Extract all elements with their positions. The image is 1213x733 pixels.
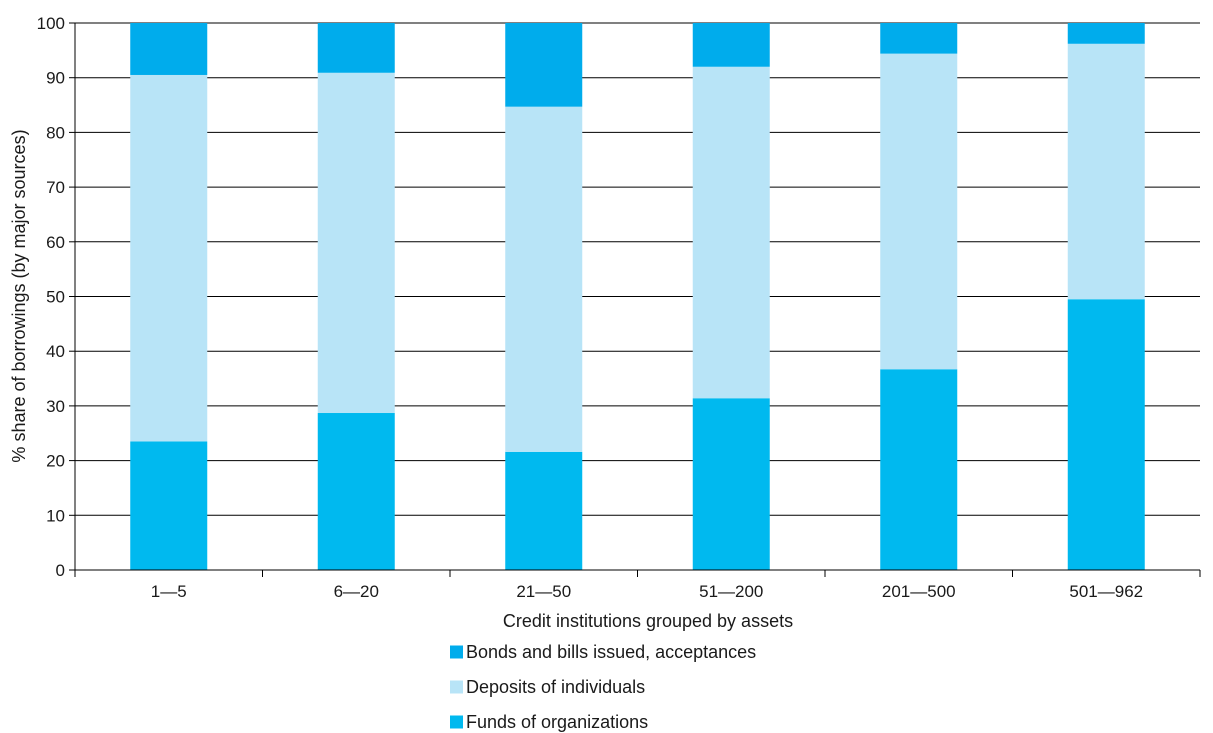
bar-1-series-3 (130, 23, 208, 75)
bar-3-series-3 (505, 23, 583, 107)
bar-2-series-3 (317, 23, 395, 73)
x-tick-label: 51—200 (699, 582, 763, 601)
bar-5-series-2 (880, 53, 958, 370)
bar-6-series-3 (1067, 23, 1145, 44)
y-tick-label: 20 (46, 452, 65, 471)
x-tick-label: 21—50 (516, 582, 571, 601)
bar-3-series-1 (505, 451, 583, 570)
y-tick-label: 10 (46, 506, 65, 525)
legend-label: Funds of organizations (466, 712, 648, 732)
bar-1-series-1 (130, 441, 208, 570)
legend-swatch (450, 715, 463, 729)
legend: Bonds and bills issued, acceptances Depos… (450, 642, 756, 732)
legend-label: Deposits of individuals (466, 677, 645, 697)
x-tick-label: 201—500 (882, 582, 956, 601)
legend-label: Bonds and bills issued, acceptances (466, 642, 756, 662)
y-tick-label: 40 (46, 342, 65, 361)
y-tick-label: 90 (46, 69, 65, 88)
axes (69, 22, 1201, 577)
y-tick-label: 30 (46, 397, 65, 416)
bar-5-series-1 (880, 369, 958, 570)
y-tick-labels: 0 10 20 30 40 50 60 70 80 90 100 (37, 14, 65, 580)
bar-2-series-2 (317, 72, 395, 414)
y-tick-label: 70 (46, 178, 65, 197)
x-tick-labels: 1—5 6—20 21—50 51—200 201—500 501—962 (151, 582, 1143, 601)
y-tick-label: 0 (56, 561, 65, 580)
x-tick-label: 501—962 (1069, 582, 1143, 601)
bar-4-series-1 (692, 398, 770, 570)
y-tick-label: 80 (46, 123, 65, 142)
legend-swatch (450, 680, 463, 694)
legend-swatch (450, 645, 463, 659)
y-tick-label: 60 (46, 233, 65, 252)
bar-6-series-1 (1067, 299, 1145, 570)
y-tick-label: 50 (46, 288, 65, 307)
bar-1-series-2 (130, 74, 208, 442)
y-axis-title: % share of borrowings (by major sources) (9, 129, 29, 462)
bar-6-series-2 (1067, 43, 1145, 300)
x-tick-label: 6—20 (334, 582, 379, 601)
y-tick-label: 100 (37, 14, 65, 33)
gridlines (75, 22, 1200, 516)
bar-5-series-3 (880, 23, 958, 54)
bars (130, 23, 1145, 570)
bar-2-series-1 (317, 413, 395, 570)
x-axis-title: Credit institutions grouped by assets (503, 611, 793, 631)
bar-3-series-2 (505, 106, 583, 452)
bar-4-series-3 (692, 23, 770, 67)
x-tick-label: 1—5 (151, 582, 187, 601)
bar-4-series-2 (692, 66, 770, 399)
